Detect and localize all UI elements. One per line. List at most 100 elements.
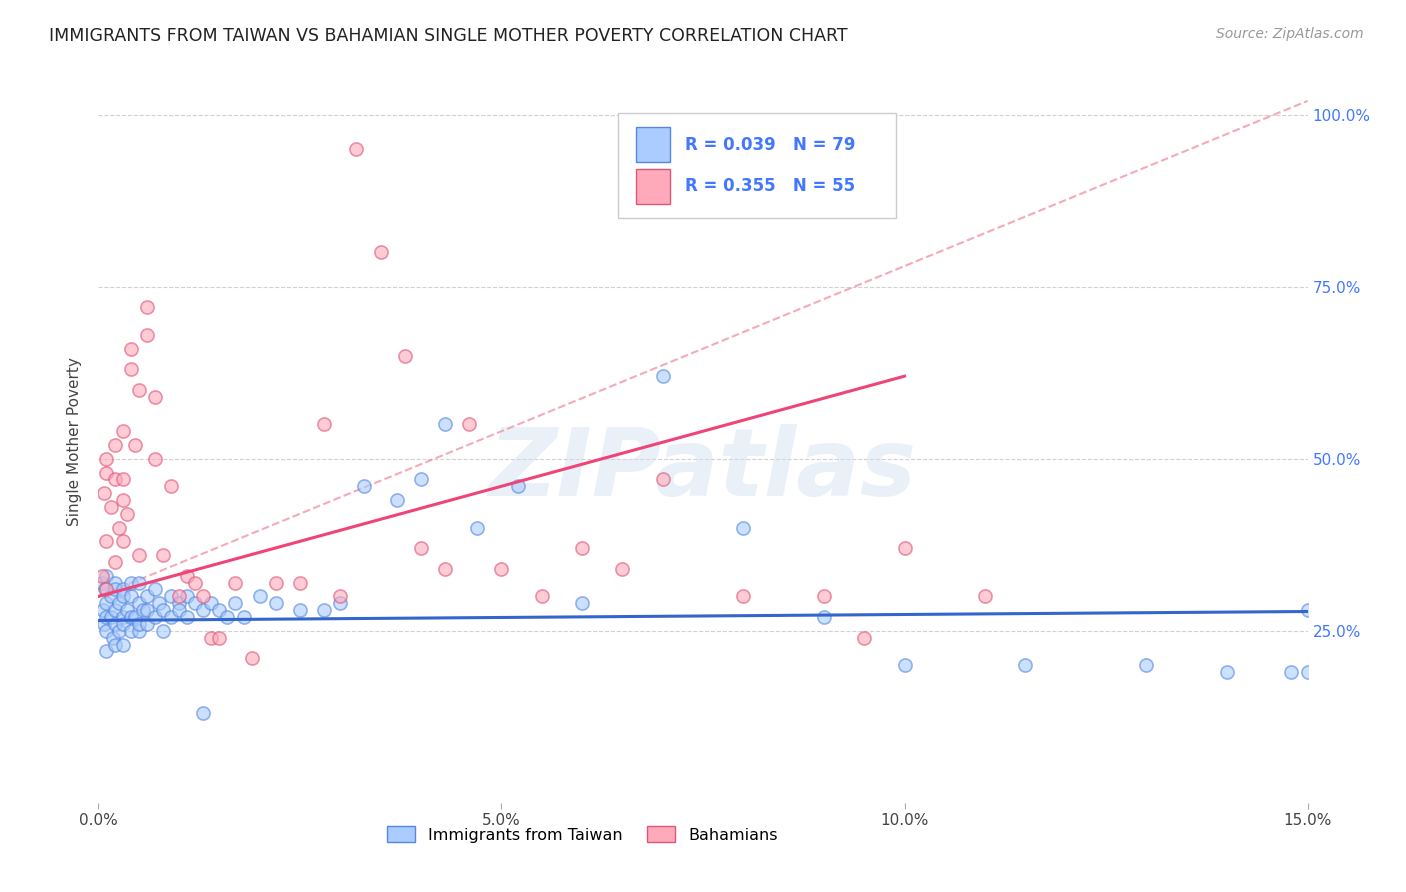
Point [530, 590, 553, 604]
Point [314, 603, 336, 617]
Point [103, 555, 125, 569]
Point [385, 493, 408, 508]
Point [111, 638, 134, 652]
Point [167, 596, 190, 610]
Point [465, 520, 488, 534]
Y-axis label: Single Mother Poverty: Single Mother Poverty [67, 357, 83, 526]
Point [240, 651, 263, 665]
Point [200, 596, 222, 610]
Point [135, 590, 157, 604]
Point [176, 590, 198, 604]
Point [120, 362, 142, 376]
Point [853, 631, 876, 645]
Point [124, 610, 146, 624]
Point [128, 596, 150, 610]
Point [143, 451, 166, 466]
Point [1014, 658, 1036, 673]
Point [217, 610, 239, 624]
Point [152, 548, 174, 562]
Point [143, 390, 166, 404]
Point [103, 603, 125, 617]
Point [120, 610, 142, 624]
Point [232, 610, 254, 624]
Point [100, 500, 122, 514]
Point [184, 596, 207, 610]
Point [91, 568, 114, 582]
Point [458, 417, 481, 432]
Bar [637, 169, 671, 204]
Point [167, 603, 190, 617]
Text: ZIPatlas: ZIPatlas [489, 425, 917, 516]
Point [288, 575, 311, 590]
Point [264, 596, 287, 610]
Point [193, 590, 215, 604]
Point [160, 479, 183, 493]
Point [409, 472, 432, 486]
Point [120, 590, 142, 604]
Point [111, 590, 134, 604]
Point [96, 582, 118, 597]
Point [111, 493, 134, 508]
Point [103, 575, 125, 590]
Point [111, 424, 134, 438]
Text: R = 0.355   N = 55: R = 0.355 N = 55 [685, 178, 855, 195]
Point [103, 638, 125, 652]
Point [120, 575, 142, 590]
Text: Source: ZipAtlas.com: Source: ZipAtlas.com [1216, 27, 1364, 41]
Point [143, 582, 166, 597]
Point [571, 596, 593, 610]
Point [107, 624, 129, 638]
Text: R = 0.039   N = 79: R = 0.039 N = 79 [685, 136, 855, 153]
Point [115, 507, 138, 521]
Point [160, 590, 183, 604]
Point [353, 479, 375, 493]
Point [329, 590, 352, 604]
Point [409, 541, 432, 556]
Point [100, 610, 122, 624]
Point [93, 616, 115, 631]
Point [96, 568, 118, 582]
Point [100, 590, 122, 604]
Point [1216, 665, 1239, 679]
Point [1281, 665, 1303, 679]
Point [264, 575, 287, 590]
Point [176, 568, 198, 582]
Point [193, 706, 215, 721]
Point [184, 575, 207, 590]
Point [314, 417, 336, 432]
Point [434, 417, 457, 432]
Point [733, 520, 755, 534]
Bar [637, 128, 671, 162]
Point [135, 327, 157, 342]
Point [132, 603, 155, 617]
Point [148, 596, 170, 610]
Point [128, 548, 150, 562]
Point [167, 590, 190, 604]
Point [128, 383, 150, 397]
Point [107, 520, 129, 534]
Point [120, 624, 142, 638]
Point [94, 610, 117, 624]
Point [1135, 658, 1157, 673]
Point [135, 616, 157, 631]
Point [813, 590, 835, 604]
Point [176, 610, 198, 624]
Point [103, 438, 125, 452]
Point [434, 562, 457, 576]
Point [96, 534, 118, 549]
Point [111, 472, 134, 486]
Point [111, 582, 134, 597]
Point [96, 644, 118, 658]
Point [208, 603, 231, 617]
Point [124, 438, 146, 452]
Point [96, 624, 118, 638]
Point [224, 596, 246, 610]
Text: IMMIGRANTS FROM TAIWAN VS BAHAMIAN SINGLE MOTHER POVERTY CORRELATION CHART: IMMIGRANTS FROM TAIWAN VS BAHAMIAN SINGL… [49, 27, 848, 45]
Point [651, 472, 673, 486]
Point [111, 610, 134, 624]
Point [135, 603, 157, 617]
Point [143, 610, 166, 624]
Point [344, 142, 367, 156]
Point [115, 603, 138, 617]
Point [103, 616, 125, 631]
